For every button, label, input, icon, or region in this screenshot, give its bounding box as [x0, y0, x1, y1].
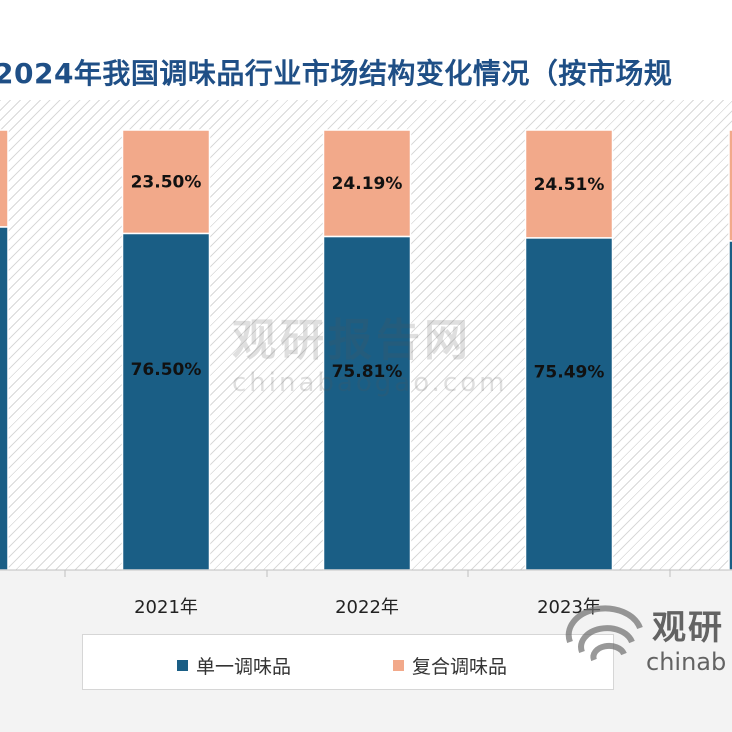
legend-label-single: 单一调味品 [196, 656, 292, 678]
legend-swatch-compound [393, 660, 404, 671]
bar-segment-edge-right-single [728, 240, 732, 571]
chart-title: 2024年我国调味品行业市场结构变化情况（按市场规 [0, 57, 673, 90]
bar-segment-single [322, 235, 412, 571]
bar-segment-single [524, 237, 614, 571]
bar-segment-edge-left-compound [0, 129, 9, 228]
data-label-single: 75.49% [534, 363, 605, 383]
bar-segment-edge-right-compound [728, 129, 732, 242]
chart-title-bar: 2024年我国调味品行业市场结构变化情况（按市场规 [0, 0, 732, 100]
legend-swatch-single [177, 660, 188, 671]
legend: 单一调味品 复合调味品 [82, 634, 614, 690]
data-label-single: 76.50% [131, 360, 202, 380]
data-label-single: 75.81% [332, 362, 403, 382]
legend-item-single: 单一调味品 [177, 652, 291, 678]
data-label-compound: 24.19% [332, 174, 403, 194]
bars-layer: 76.50% 23.50% 75.81% 24.19% 75.49% 24.51% [0, 129, 732, 571]
bar-segment-compound [121, 129, 211, 235]
bar-segment-compound [322, 129, 412, 238]
legend-item-compound: 复合调味品 [393, 652, 507, 678]
legend-label-compound: 复合调味品 [412, 656, 508, 678]
data-label-compound: 24.51% [534, 175, 605, 195]
bar-segment-compound [524, 129, 614, 239]
data-label-compound: 23.50% [131, 173, 202, 193]
x-tick-label: 2023年 [537, 597, 601, 618]
x-axis: 2021年 2022年 2023年 [0, 569, 732, 618]
bar-segment-edge-left-single [0, 226, 9, 571]
bar-segment-single [121, 232, 211, 571]
x-tick-label: 2021年 [134, 597, 198, 618]
x-tick-label: 2022年 [335, 597, 399, 618]
